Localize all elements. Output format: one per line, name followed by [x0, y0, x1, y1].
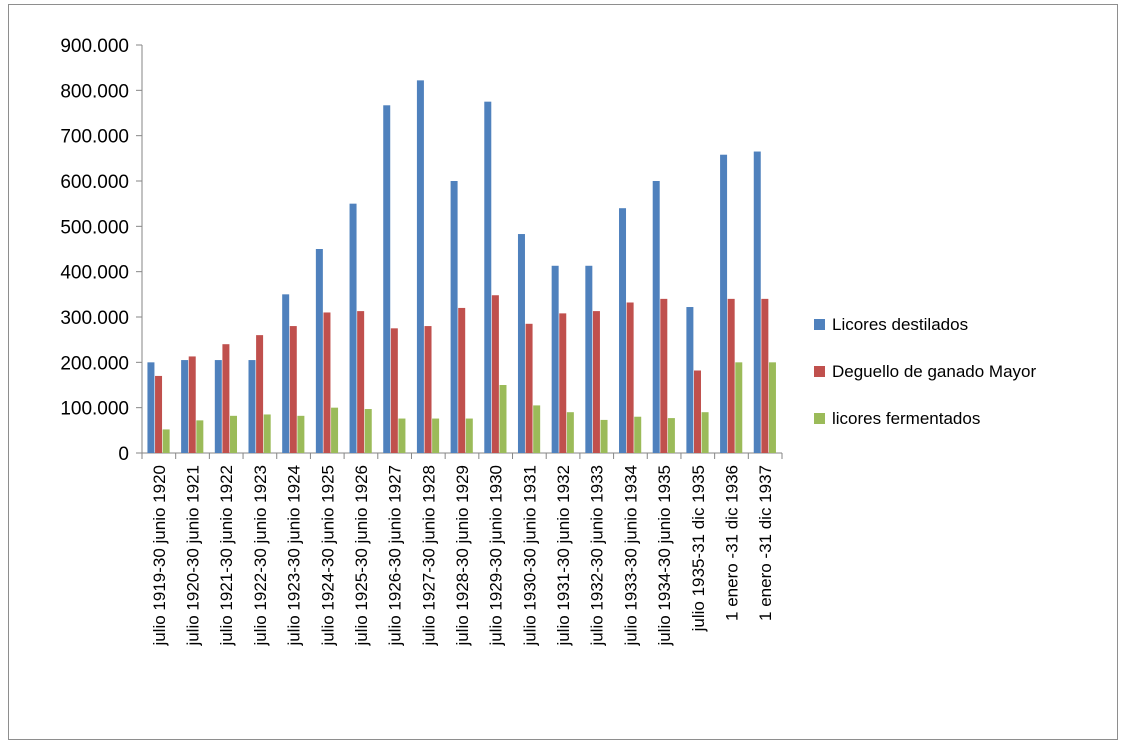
y-tick-label: 700.000: [60, 127, 129, 148]
category-label: julio 1920-30 junio 1921: [184, 465, 203, 647]
bar: [701, 412, 709, 453]
category-label: 1 enero -31 dic 1936: [722, 465, 741, 621]
bar: [720, 154, 728, 453]
y-tick-label: 800.000: [60, 81, 129, 102]
bar: [600, 419, 608, 453]
category-label: julio 1919-30 junio 1920: [150, 465, 169, 647]
bar: [450, 181, 458, 453]
y-tick-label: 100.000: [60, 399, 129, 420]
y-tick-label: 0: [118, 444, 129, 465]
bar: [592, 311, 600, 453]
bar: [214, 360, 222, 453]
bar: [465, 418, 473, 453]
bar: [398, 418, 406, 453]
category-label: julio 1921-30 junio 1922: [217, 465, 236, 647]
bar: [390, 328, 398, 453]
bar: [525, 323, 533, 453]
category-label: julio 1931-30 junio 1932: [554, 465, 573, 647]
bar: [566, 412, 574, 453]
y-tick-label: 900.000: [60, 36, 129, 57]
bar: [357, 311, 365, 453]
bar: [349, 203, 357, 453]
bar: [761, 298, 769, 453]
y-tick-label: 300.000: [60, 308, 129, 329]
category-label: julio 1927-30 junio 1928: [419, 465, 438, 647]
bar: [491, 295, 499, 453]
y-tick-label: 500.000: [60, 217, 129, 238]
category-label: julio 1929-30 junio 1930: [487, 465, 506, 647]
category-label: julio 1928-30 junio 1929: [453, 465, 472, 647]
bar: [424, 326, 432, 453]
bar: [230, 415, 238, 453]
bar: [533, 405, 541, 453]
bar: [484, 101, 492, 454]
bar: [499, 385, 507, 453]
y-tick-label: 200.000: [60, 353, 129, 374]
bar: [196, 420, 204, 453]
bar: [155, 375, 163, 453]
bar: [282, 294, 290, 453]
category-label: julio 1923-30 junio 1924: [285, 465, 304, 647]
bar: [256, 335, 264, 453]
category-label: julio 1924-30 junio 1925: [318, 465, 337, 647]
bar: [383, 105, 391, 453]
bar: [416, 80, 424, 454]
bar: [686, 307, 694, 453]
bar: [432, 418, 440, 453]
category-label: julio 1930-30 junio 1931: [520, 465, 539, 647]
bar: [222, 344, 230, 453]
bar: [263, 414, 271, 453]
bar: [626, 302, 634, 453]
bar: [660, 298, 668, 453]
bar: [667, 418, 675, 453]
legend-label: Deguello de ganado Mayor: [832, 362, 1036, 381]
category-label: julio 1926-30 junio 1927: [386, 465, 405, 647]
bar: [727, 298, 735, 453]
legend-label: Licores destilados: [832, 315, 968, 334]
bar: [652, 181, 660, 453]
bar: [331, 407, 339, 453]
bar: [559, 313, 567, 453]
bar: [551, 265, 559, 453]
bar: [289, 326, 297, 453]
bar: [162, 429, 170, 453]
bar: [315, 249, 323, 453]
bar: [585, 265, 593, 453]
y-tick-label: 600.000: [60, 172, 129, 193]
bar: [619, 208, 627, 453]
bar: [634, 416, 642, 453]
legend-label: licores fermentados: [832, 409, 980, 428]
legend-swatch: [814, 413, 825, 424]
y-tick-label: 400.000: [60, 263, 129, 284]
bar: [147, 362, 155, 453]
chart-area: 0 100.000 200.000 300.000 400.000 500.000 600.…: [8, 4, 1118, 740]
category-label: julio 1935-31 dic 1935: [689, 465, 708, 632]
bar: [297, 415, 305, 453]
category-label: julio 1934-30 junio 1935: [655, 465, 674, 647]
legend-swatch: [814, 319, 825, 330]
bar: [693, 370, 701, 453]
bar: [517, 234, 525, 453]
category-label: 1 enero -31 dic 1937: [756, 465, 775, 621]
legend-swatch: [814, 366, 825, 377]
bar: [768, 362, 776, 453]
bar: [364, 409, 372, 453]
bar-chart: 0 100.000 200.000 300.000 400.000 500.000 600.…: [60, 36, 1036, 647]
bar: [188, 356, 196, 453]
bar: [753, 151, 761, 454]
bar: [458, 307, 466, 453]
category-label: julio 1925-30 junio 1926: [352, 465, 371, 647]
bar: [735, 362, 743, 453]
bar: [323, 312, 331, 453]
category-label: julio 1933-30 junio 1934: [621, 465, 640, 647]
category-label: julio 1932-30 junio 1933: [588, 465, 607, 647]
category-label: julio 1922-30 junio 1923: [251, 465, 270, 647]
bar: [248, 360, 256, 453]
bar: [181, 360, 189, 453]
